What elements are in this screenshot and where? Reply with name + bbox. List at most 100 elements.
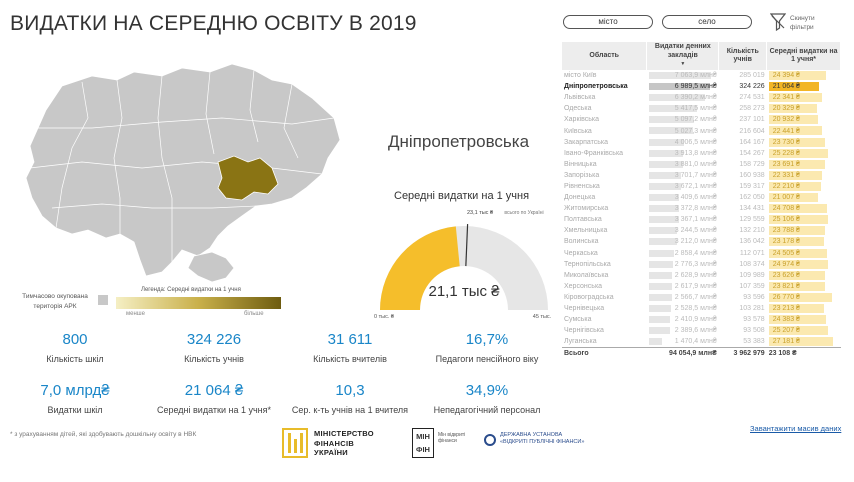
avg-bar <box>768 137 825 147</box>
total-label: Всього <box>562 347 647 360</box>
dnipropetrovska-region[interactable] <box>217 155 279 201</box>
cell-expenses-value: 3 672,1 млн₴ <box>674 182 717 190</box>
table-row[interactable]: Кіровоградська 2 566,7 млн₴ 93 596 26 770 ₴ <box>562 292 841 303</box>
expenses-bar <box>648 227 677 235</box>
avg-bar <box>768 315 826 325</box>
city-filter-button[interactable]: місто <box>563 15 653 29</box>
cell-students: 108 374 <box>739 260 765 268</box>
cell-expenses: 5 097,2 млн₴ <box>647 114 719 125</box>
table-row[interactable]: Донецька 3 409,6 млн₴ 162 050 21 007 ₴ <box>562 192 841 203</box>
cell-expenses: 2 566,7 млн₴ <box>647 292 719 303</box>
cell-region: Вінницька <box>564 160 597 168</box>
cell-avg-value: 25 207 ₴ <box>772 327 800 335</box>
reset-filters-button[interactable]: Скинути фільтри <box>770 12 830 36</box>
cell-expenses-value: 2 528,5 млн₴ <box>674 305 717 313</box>
minfin-open-logo-line: МІН <box>416 432 430 441</box>
cell-region: Хмельницька <box>564 227 608 235</box>
col-header-expenses[interactable]: Видатки денних закладів ▼ <box>646 42 720 70</box>
avg-bar <box>768 204 827 214</box>
total-expenses: 94 054,9 млн₴ <box>646 347 719 360</box>
kpi-label: Кількість вчителів <box>313 354 387 364</box>
cell-region: Донецька <box>564 194 596 202</box>
cell-expenses-value: 2 858,4 млн₴ <box>674 249 717 257</box>
cell-students: 159 317 <box>739 182 765 190</box>
cell-avg-value: 24 974 ₴ <box>772 260 800 268</box>
crimea-region[interactable] <box>187 251 235 283</box>
table-row[interactable]: місто Київ 7 063,9 млн₴ 285 019 24 394 ₴ <box>562 70 841 81</box>
table-row[interactable]: Львівська 6 390,2 млн₴ 274 531 22 341 ₴ <box>562 92 841 103</box>
cell-avg: 23 178 ₴ <box>767 236 841 247</box>
cell-avg-value: 24 708 ₴ <box>772 205 800 213</box>
col-header-avg[interactable]: Середні видатки на 1 учня* <box>766 42 841 70</box>
table-row[interactable]: Миколаївська 2 628,9 млн₴ 109 989 23 626 ₴ <box>562 270 841 281</box>
cell-avg: 23 213 ₴ <box>767 303 841 314</box>
gauge-min-label: 0 тыс. ₴ <box>374 314 395 320</box>
cell-expenses: 3 372,8 млн₴ <box>647 203 719 214</box>
cell-avg-value: 25 106 ₴ <box>772 216 800 224</box>
kpi-value: 34,9% <box>465 382 509 399</box>
table-row[interactable]: Волинська 3 212,0 млн₴ 136 042 23 178 ₴ <box>562 236 841 247</box>
cell-region: Тернопільська <box>564 260 611 268</box>
table-row[interactable]: Харківська 5 097,2 млн₴ 237 101 20 932 ₴ <box>562 114 841 125</box>
table-row[interactable]: Закарпатська 4 006,5 млн₴ 164 167 23 730 ₴ <box>562 137 841 148</box>
cell-region: Житомирська <box>564 205 609 213</box>
expenses-bar <box>648 83 710 91</box>
cell-expenses: 3 913,8 млн₴ <box>647 148 719 159</box>
table-row[interactable]: Чернігівська 2 389,6 млн₴ 93 508 25 207 ₴ <box>562 325 841 336</box>
cell-region: Херсонська <box>564 282 603 290</box>
cell-region: Кіровоградська <box>564 293 614 301</box>
kpi-label: Сер. к-ть учнів на 1 вчителя <box>291 405 409 415</box>
cell-region: Львівська <box>564 94 596 102</box>
kpi-value: 7,0 млрд₴ <box>40 382 110 399</box>
cell-expenses-value: 2 776,3 млн₴ <box>674 260 717 268</box>
table-row[interactable]: Чернівецька 2 528,5 млн₴ 103 281 23 213 ₴ <box>562 303 841 314</box>
cell-avg: 25 228 ₴ <box>767 148 841 159</box>
cell-region: Миколаївська <box>564 271 609 279</box>
table-row[interactable]: Тернопільська 2 776,3 млн₴ 108 374 24 974 ₴ <box>562 259 841 270</box>
col-header-region[interactable]: Область <box>562 42 648 70</box>
open-public-finance-logo: ДЕРЖАВНА УСТАНОВА «ВІДКРИТІ ПУБЛІЧНІ ФІН… <box>484 432 584 458</box>
regions-table[interactable]: Область Видатки денних закладів ▼ Кількіс… <box>562 42 841 360</box>
table-row[interactable]: Рівненська 3 672,1 млн₴ 159 317 22 210 ₴ <box>562 181 841 192</box>
village-filter-button[interactable]: село <box>662 15 752 29</box>
minfin-logo-line: ФІНАНСІВ <box>314 438 355 448</box>
avg-bar <box>768 248 827 258</box>
table-row[interactable]: Сумська 2 410,9 млн₴ 93 578 24 383 ₴ <box>562 314 841 325</box>
table-row[interactable]: Київська 5 027,3 млн₴ 216 604 22 441 ₴ <box>562 125 841 136</box>
map-regions[interactable] <box>25 63 341 277</box>
cell-avg-value: 22 331 ₴ <box>772 171 800 179</box>
minfin-open-logo: МІН ФІН Мін відкриті фінанси <box>412 428 470 462</box>
download-data-link[interactable]: Завантажити масив даних <box>750 424 842 433</box>
table-row[interactable]: Хмельницька 3 244,5 млн₴ 132 210 23 788 ₴ <box>562 225 841 236</box>
cell-avg: 22 331 ₴ <box>767 170 841 181</box>
ukraine-map[interactable] <box>22 58 342 283</box>
table-row[interactable]: Полтавська 3 367,1 млн₴ 129 559 25 106 ₴ <box>562 214 841 225</box>
minfin-open-logo-line: ФІН <box>416 445 430 454</box>
minfin-logo: МІНІСТЕРСТВО ФІНАНСІВ УКРАЇНИ <box>282 428 402 462</box>
cell-expenses-value: 3 367,1 млн₴ <box>674 216 717 224</box>
table-row[interactable]: Дніпропетровська 6 989,5 млн₴ 324 226 21 06… <box>562 81 841 92</box>
globe-icon <box>484 434 496 446</box>
gauge-max-label: 45 тыс. <box>533 314 552 320</box>
occupied-swatch <box>98 295 108 305</box>
table-row[interactable]: Луганська 1 470,4 млн₴ 53 383 27 181 ₴ <box>562 336 841 348</box>
table-row[interactable]: Житомирська 3 372,8 млн₴ 134 431 24 708 ₴ <box>562 203 841 214</box>
cell-region: Закарпатська <box>564 138 609 146</box>
cell-avg-value: 24 394 ₴ <box>772 72 800 80</box>
cell-expenses: 6 989,5 млн₴ <box>647 81 719 92</box>
cell-expenses: 2 858,4 млн₴ <box>647 248 719 259</box>
footnote: * з урахуванням дітей, які здобувають до… <box>10 431 197 438</box>
table-row[interactable]: Херсонська 2 617,9 млн₴ 107 359 23 821 ₴ <box>562 281 841 292</box>
kpi-retired-teachers: 16,7% Педагоги пенсійного віку <box>412 331 562 364</box>
kpi-value: 21 064 ₴ <box>184 382 244 399</box>
table-row[interactable]: Одеська 5 417,5 млн₴ 258 273 20 329 ₴ <box>562 103 841 114</box>
col-header-students[interactable]: Кількість учнів <box>718 42 768 70</box>
table-row[interactable]: Запорізька 3 701,7 млн₴ 160 938 22 331 ₴ <box>562 170 841 181</box>
cell-expenses-value: 3 913,8 млн₴ <box>674 149 717 157</box>
cell-expenses-value: 3 212,0 млн₴ <box>674 238 717 246</box>
cell-expenses-value: 5 417,5 млн₴ <box>674 105 717 113</box>
table-row[interactable]: Черкаська 2 858,4 млн₴ 112 071 24 505 ₴ <box>562 248 841 259</box>
reset-filters-label: Скинути фільтри <box>790 15 815 31</box>
table-row[interactable]: Вінницька 3 881,0 млн₴ 158 729 23 691 ₴ <box>562 159 841 170</box>
table-row[interactable]: Івано-Франківська 3 913,8 млн₴ 154 267 25 2… <box>562 148 841 159</box>
